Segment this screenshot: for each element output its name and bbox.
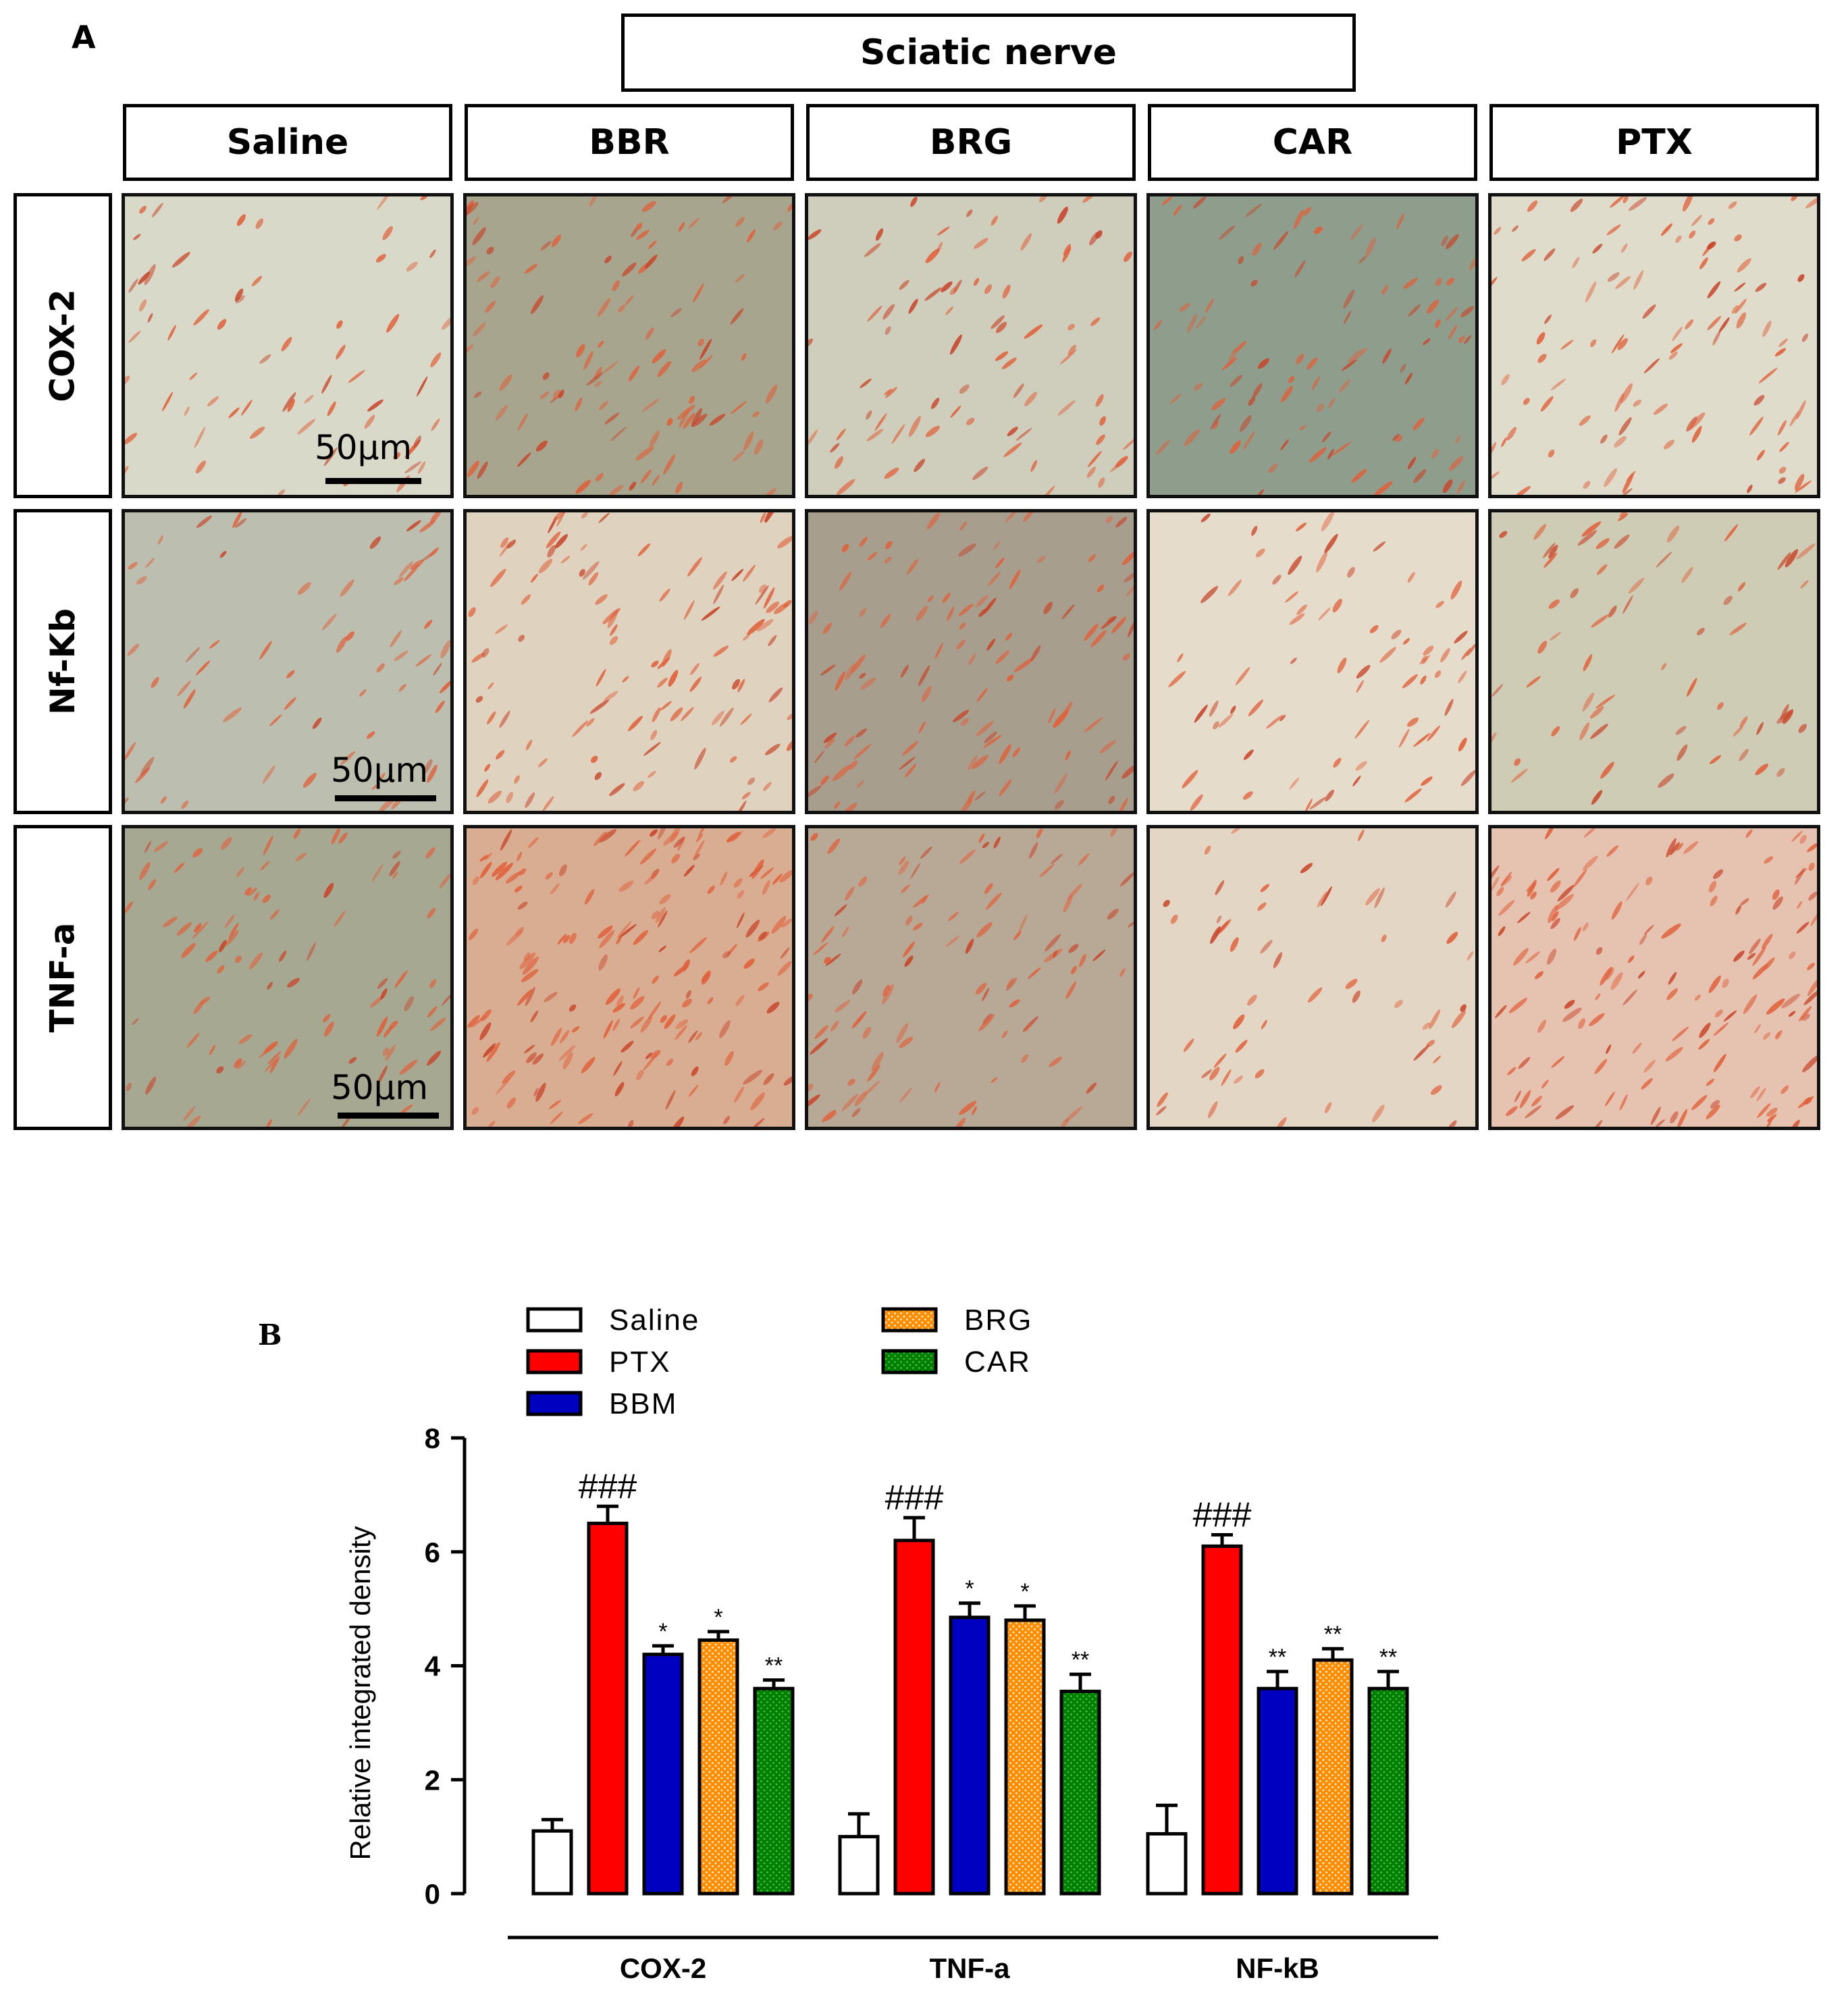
significance-TNF-a-BRG: * (1020, 1579, 1029, 1605)
column-header-bbr: BBR (465, 104, 794, 181)
significance-TNF-a-PTX: ### (885, 1478, 944, 1518)
chart-bars: ###****COX-2###* ***TNF-a###******NF-kB (531, 1467, 1409, 1984)
panel-a-label: A (72, 19, 96, 55)
micrograph-r1-c5 (1488, 193, 1820, 498)
legend-swatch-PTX (526, 1349, 583, 1374)
y-axis-label: Relative integrated density (344, 1526, 376, 1861)
significance-NF-kB-BBM: ** (1269, 1645, 1286, 1670)
significance-COX-2-BBM: * (658, 1619, 667, 1645)
scale-bar-label-row2: 50µm (331, 751, 429, 790)
micrograph-r1-c3 (805, 193, 1137, 498)
chart-axes: 0 2 4 6 8 Relative integrated density (344, 1422, 1438, 1940)
significance-COX-2-BRG: * (714, 1605, 722, 1630)
significance-NF-kB-CAR: ** (1379, 1645, 1397, 1670)
scale-bar-row1 (325, 478, 421, 484)
legend-swatch-BRG (881, 1307, 938, 1333)
legend-label-Saline: Saline (609, 1304, 699, 1337)
row-header-tnfa-label: TNF-a (43, 922, 82, 1033)
legend-swatch-BBM (526, 1391, 583, 1416)
bar-NF-kB-BBM (1257, 1686, 1298, 1896)
row-header-nfkb: Nf-Kb (14, 509, 112, 814)
bar-COX-2-Saline (531, 1829, 573, 1896)
legend-label-BBM: BBM (609, 1387, 677, 1420)
micrograph-r3-c5 (1488, 825, 1820, 1130)
row-header-cox2: COX-2 (14, 193, 112, 498)
legend-label-PTX: PTX (609, 1345, 671, 1379)
scale-bar-label-row3: 50µm (331, 1068, 429, 1107)
legend-swatch-Saline (526, 1307, 583, 1333)
bar-chart: B Saline PTX BBM BRG CAR 0 2 4 6 8 Relative integ… (258, 1304, 1438, 1984)
bar-TNF-a-PTX (893, 1539, 935, 1896)
micrograph-r2-c2 (463, 509, 795, 814)
y-tick-label-4: 4 (425, 1651, 441, 1682)
bar-COX-2-PTX (587, 1522, 629, 1896)
x-tick-label-COX-2: COX-2 (620, 1952, 706, 1984)
micrograph-r1-c2 (463, 193, 795, 498)
column-header-car: CAR (1148, 104, 1477, 181)
bar-TNF-a-BRG (1004, 1618, 1046, 1896)
x-tick-label-TNF-a: TNF-a (930, 1952, 1011, 1984)
micrograph-r3-c2 (463, 825, 795, 1130)
sciatic-nerve-header: Sciatic nerve (621, 14, 1356, 92)
y-tick-label-0: 0 (425, 1878, 440, 1910)
row-header-cox2-label: COX-2 (43, 289, 82, 402)
micrograph-r2-c5 (1488, 509, 1820, 814)
bar-TNF-a-BBM (949, 1615, 991, 1896)
micrograph-r3-c3 (805, 825, 1137, 1130)
significance-COX-2-PTX: ### (579, 1467, 637, 1506)
significance-TNF-a-CAR: ** (1072, 1647, 1089, 1673)
bar-COX-2-BBM (642, 1653, 684, 1896)
scale-bar-label-row1: 50µm (315, 428, 413, 467)
y-tick-label-8: 8 (425, 1422, 440, 1454)
bar-COX-2-BRG (697, 1638, 739, 1896)
row-header-tnfa: TNF-a (14, 825, 112, 1130)
scale-bar-row2 (335, 795, 436, 801)
micrograph-r1-c4 (1146, 193, 1479, 498)
bar-NF-kB-BRG (1312, 1658, 1354, 1896)
micrograph-r2-c4 (1146, 509, 1479, 814)
micrograph-r1-c1 (122, 193, 454, 498)
significance-COX-2-CAR: ** (765, 1653, 783, 1679)
micrograph-r3-c1 (122, 825, 454, 1130)
y-tick-label-6: 6 (425, 1536, 440, 1568)
bar-TNF-a-CAR (1059, 1689, 1101, 1896)
legend-swatch-CAR (881, 1349, 938, 1374)
bar-COX-2-CAR (753, 1686, 795, 1896)
x-tick-label-NF-kB: NF-kB (1236, 1952, 1319, 1984)
column-header-ptx: PTX (1489, 104, 1819, 181)
significance-NF-kB-BRG: ** (1324, 1622, 1342, 1647)
significance-NF-kB-PTX: ### (1193, 1495, 1252, 1534)
column-header-saline: Saline (123, 104, 452, 181)
bar-TNF-a-Saline (838, 1835, 880, 1896)
significance-TNF-a-BBM: * (965, 1576, 974, 1602)
bar-NF-kB-CAR (1367, 1686, 1409, 1896)
legend-label-BRG: BRG (964, 1304, 1032, 1337)
micrograph-r3-c4 (1146, 825, 1479, 1130)
panel-b-label: B (258, 1318, 282, 1352)
bar-NF-kB-PTX (1201, 1544, 1243, 1896)
chart-legend: Saline PTX BBM BRG CAR (526, 1304, 1032, 1420)
micrograph-r2-c1 (122, 509, 454, 814)
legend-label-CAR: CAR (964, 1345, 1031, 1379)
y-tick-label-2: 2 (425, 1764, 440, 1796)
column-header-brg: BRG (806, 104, 1136, 181)
row-header-nfkb-label: Nf-Kb (43, 608, 83, 716)
micrograph-r2-c3 (805, 509, 1137, 814)
bar-NF-kB-Saline (1146, 1832, 1188, 1896)
scale-bar-row3 (338, 1113, 439, 1119)
